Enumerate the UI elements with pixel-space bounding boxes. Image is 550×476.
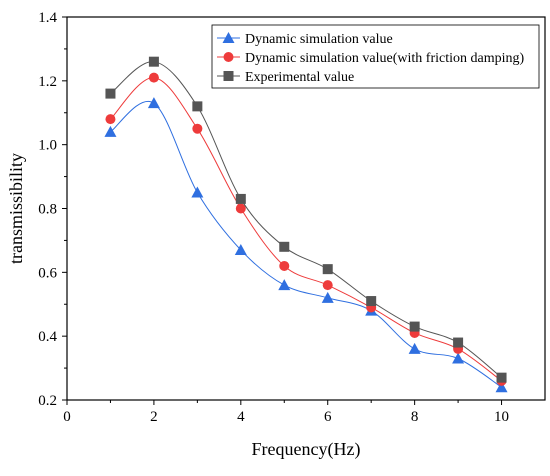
x-axis-label: Frequency(Hz) bbox=[252, 439, 361, 460]
series-3 bbox=[105, 56, 507, 383]
x-tick-label: 0 bbox=[63, 409, 71, 425]
data-point bbox=[235, 203, 246, 214]
data-point bbox=[495, 381, 508, 393]
data-point bbox=[279, 260, 290, 271]
data-point bbox=[104, 125, 117, 137]
data-point bbox=[322, 280, 333, 291]
series-line bbox=[110, 100, 502, 388]
data-point bbox=[408, 342, 421, 354]
legend: Dynamic simulation value Dynamic simulati… bbox=[211, 24, 540, 89]
data-point bbox=[366, 296, 377, 307]
legend-label: Experimental value bbox=[245, 70, 354, 85]
y-axis-label: transmissibility bbox=[6, 153, 26, 264]
x-tick-label: 4 bbox=[237, 409, 245, 425]
y-tick-label: 1.0 bbox=[38, 138, 57, 154]
legend-label: Dynamic simulation value(with friction d… bbox=[245, 51, 524, 66]
data-point bbox=[192, 101, 203, 112]
data-point bbox=[409, 321, 420, 332]
data-point bbox=[278, 279, 291, 291]
series-layer bbox=[104, 56, 508, 393]
data-point bbox=[234, 243, 247, 255]
legend-item: Dynamic simulation value(with friction d… bbox=[217, 51, 524, 66]
legend-item: Dynamic simulation value bbox=[217, 32, 393, 47]
legend-marker bbox=[223, 71, 234, 81]
y-tick-label: 1.2 bbox=[38, 74, 57, 90]
legend-label: Dynamic simulation value bbox=[245, 32, 393, 47]
series-1 bbox=[104, 97, 508, 393]
y-tick-label: 0.4 bbox=[38, 329, 57, 345]
data-point bbox=[148, 56, 159, 67]
data-point bbox=[496, 372, 507, 383]
data-point bbox=[105, 114, 116, 125]
data-point bbox=[452, 352, 465, 364]
y-tick-label: 1.4 bbox=[38, 10, 57, 26]
data-point bbox=[453, 337, 464, 348]
data-point bbox=[235, 193, 246, 204]
data-point bbox=[191, 186, 204, 198]
y-tick-label: 0.2 bbox=[38, 393, 57, 409]
x-tick-label: 2 bbox=[150, 409, 158, 425]
data-point bbox=[321, 291, 334, 303]
data-point bbox=[105, 88, 116, 99]
data-point bbox=[148, 72, 159, 83]
legend-box bbox=[211, 24, 540, 89]
data-point bbox=[192, 123, 203, 134]
y-tick-label: 0.6 bbox=[38, 265, 57, 281]
legend-marker bbox=[222, 32, 235, 43]
x-tick-label: 8 bbox=[411, 409, 419, 425]
y-tick-label: 0.8 bbox=[38, 202, 57, 218]
series-line bbox=[110, 77, 502, 382]
data-point bbox=[322, 264, 333, 275]
data-point bbox=[147, 97, 160, 109]
legend-item: Experimental value bbox=[217, 70, 354, 85]
ticks-layer: 0 2 4 6 8 10 0.2 0.4 0.6 0.8 1.0 1.2 1.4 bbox=[38, 10, 509, 425]
x-tick-label: 6 bbox=[324, 409, 332, 425]
legend-marker bbox=[223, 52, 234, 62]
data-point bbox=[279, 241, 290, 252]
series-line bbox=[110, 61, 502, 379]
x-tick-label: 10 bbox=[494, 409, 509, 425]
